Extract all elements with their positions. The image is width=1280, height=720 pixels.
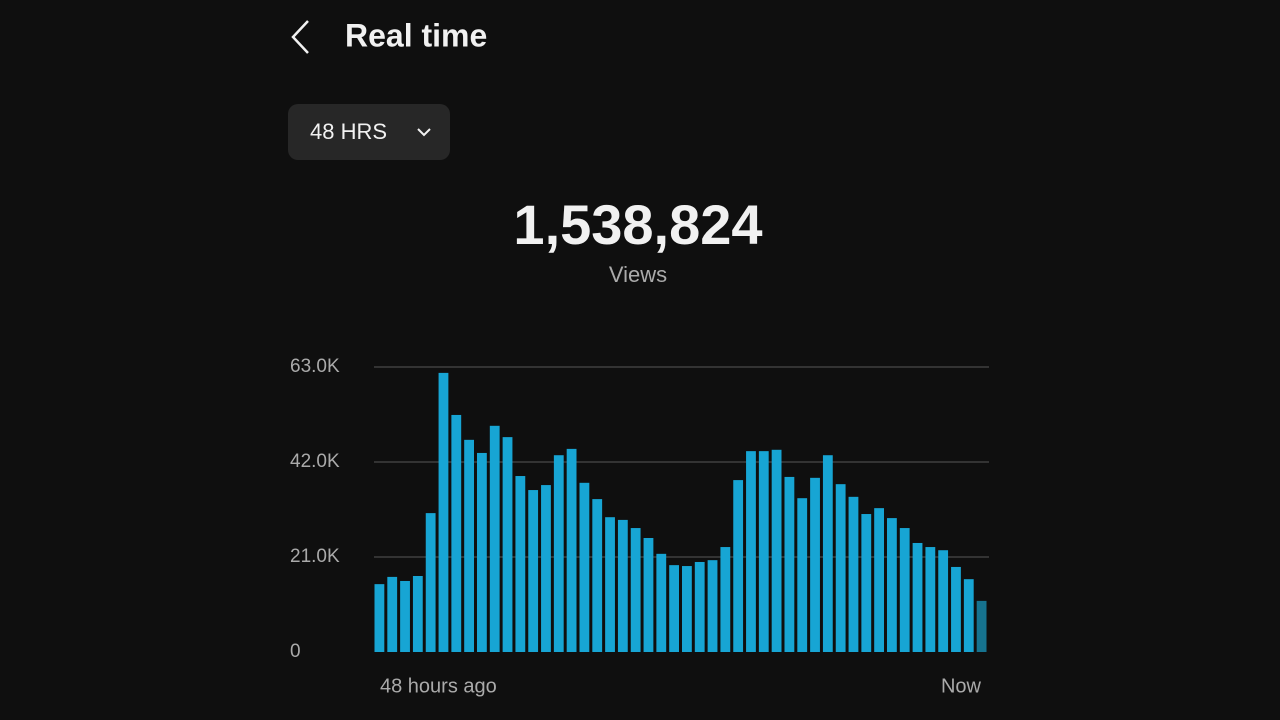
bar [579, 482, 590, 652]
x-tick-label: 48 hours ago [380, 675, 497, 697]
bar [502, 437, 513, 652]
x-tick-label: Now [941, 675, 982, 697]
bar [707, 560, 718, 652]
bar [810, 477, 820, 652]
dropdown-chevron[interactable] [417, 128, 431, 137]
bar [489, 425, 500, 652]
bar [515, 476, 526, 652]
bar [605, 517, 615, 652]
bar [887, 518, 897, 652]
bar [976, 600, 987, 652]
bar [464, 439, 474, 652]
bar [784, 476, 795, 652]
y-tick-label: 21.0K [290, 546, 340, 567]
bar [899, 528, 910, 652]
bar [797, 498, 808, 652]
bar [643, 538, 654, 652]
bar [694, 561, 705, 652]
bar [861, 514, 872, 652]
bar [528, 490, 539, 652]
bar [963, 579, 974, 652]
bar [566, 448, 577, 652]
bar [733, 480, 744, 652]
bar [412, 576, 423, 652]
dropdown-label[interactable]: 48 HRS [310, 119, 387, 144]
bar [848, 496, 859, 652]
bar [938, 550, 949, 652]
bar [835, 484, 846, 652]
y-tick-label: 0 [290, 641, 301, 662]
bar [746, 451, 756, 652]
bar [451, 414, 462, 652]
bar [425, 513, 436, 652]
bar [438, 372, 449, 652]
y-tick-label: 42.0K [290, 451, 340, 472]
page-title: Real time [345, 17, 487, 53]
bar [771, 449, 782, 652]
bar [874, 508, 884, 652]
bar [617, 519, 628, 652]
bar [669, 565, 679, 652]
bar [477, 452, 487, 652]
bar [387, 576, 398, 652]
bar [400, 580, 410, 652]
range-dropdown[interactable]: 48 HRS [288, 104, 450, 160]
bar [682, 566, 692, 652]
bar [374, 584, 385, 652]
bar [822, 455, 833, 652]
y-tick-label: 63.0K [290, 356, 340, 377]
dropdown-box[interactable] [288, 104, 450, 160]
bar [758, 451, 769, 652]
bar [951, 566, 961, 652]
back-button[interactable] [291, 20, 309, 54]
total-views: 1,538,824 [513, 193, 762, 256]
bar [630, 528, 641, 652]
bar [720, 547, 731, 652]
bar [553, 455, 564, 652]
bar [912, 542, 923, 652]
bar [925, 547, 936, 652]
bar [541, 485, 551, 652]
bar [592, 499, 603, 652]
bar [656, 553, 667, 652]
total-label: Views [609, 262, 667, 287]
